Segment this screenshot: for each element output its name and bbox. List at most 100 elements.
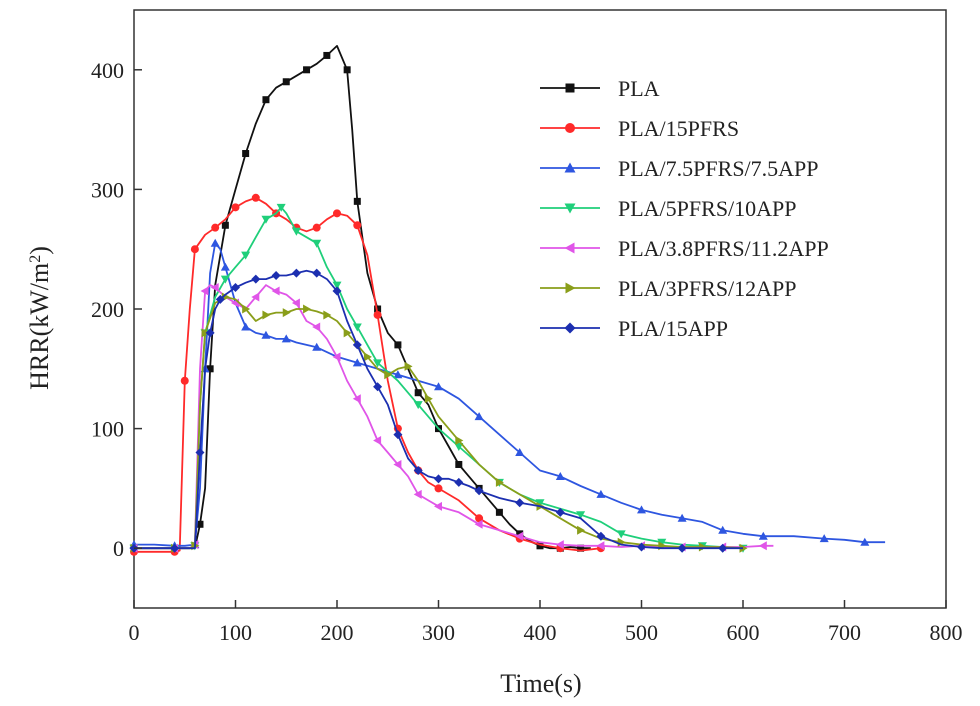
data-point — [474, 486, 484, 496]
data-point — [657, 538, 667, 547]
legend-label: PLA/15PFRS — [618, 116, 739, 141]
legend-item-4: PLA/5PFRS/10APP — [540, 196, 797, 221]
data-point — [819, 534, 829, 543]
data-point — [577, 544, 585, 552]
legend-marker — [564, 162, 576, 173]
y-tick-label: 0 — [113, 536, 124, 561]
data-point — [205, 328, 215, 338]
data-point — [413, 401, 423, 410]
data-point — [718, 543, 728, 553]
data-point — [637, 542, 646, 552]
x-tick-label: 0 — [129, 620, 140, 645]
data-point — [495, 508, 503, 516]
data-point — [373, 382, 383, 392]
data-point — [434, 382, 443, 391]
data-point — [200, 286, 209, 296]
data-point — [206, 365, 214, 373]
data-point — [332, 281, 342, 290]
data-point — [363, 352, 372, 362]
data-point — [312, 223, 321, 232]
data-point — [291, 227, 301, 236]
x-tick-label: 800 — [930, 620, 963, 645]
data-point — [384, 370, 393, 380]
data-point — [312, 322, 321, 332]
data-point — [677, 513, 687, 522]
data-point — [323, 310, 332, 320]
data-point — [180, 376, 189, 385]
x-tick-label: 700 — [828, 620, 861, 645]
x-tick-label: 300 — [422, 620, 455, 645]
data-point — [251, 292, 260, 302]
data-point — [394, 341, 402, 349]
data-point — [211, 223, 220, 232]
data-point — [303, 66, 311, 74]
data-point — [210, 238, 220, 247]
data-point — [282, 308, 291, 318]
data-point — [291, 268, 301, 278]
data-point — [434, 484, 443, 493]
legend-item-3: PLA/7.5PFRS/7.5APP — [540, 156, 819, 181]
legend-item-6: PLA/3PFRS/12APP — [540, 276, 797, 301]
legend-marker — [565, 123, 575, 133]
data-point — [241, 322, 251, 331]
data-point — [231, 203, 240, 212]
data-point — [332, 352, 341, 362]
series-line — [134, 206, 744, 550]
data-point — [242, 304, 251, 314]
data-point — [555, 507, 565, 517]
data-point — [220, 262, 230, 271]
data-point — [454, 443, 464, 452]
data-point — [251, 274, 261, 284]
data-point — [196, 520, 204, 528]
x-tick-label: 100 — [219, 620, 252, 645]
data-point — [434, 474, 443, 484]
data-point — [220, 275, 230, 284]
data-point — [536, 542, 544, 550]
legend-item-7: PLA/15APP — [540, 316, 728, 341]
data-point — [271, 271, 281, 281]
data-point — [303, 304, 312, 314]
data-point — [215, 294, 225, 304]
data-point — [231, 282, 240, 292]
data-point — [170, 543, 180, 553]
y-tick-label: 300 — [91, 177, 124, 202]
legend: PLA PLA/15PFRS PLA/7.5PFRS/7.5APP PLA/5PFRS… — [540, 76, 829, 341]
data-point — [413, 465, 423, 475]
data-point — [281, 334, 291, 343]
series-line — [134, 242, 886, 547]
data-point — [333, 209, 341, 218]
data-point — [596, 489, 606, 498]
data-point — [282, 78, 290, 86]
data-point — [276, 203, 286, 212]
y-axis-title-superscript: 2 — [27, 255, 44, 263]
x-tick-label: 500 — [625, 620, 658, 645]
legend-label: PLA/7.5PFRS/7.5APP — [618, 156, 819, 181]
data-point — [393, 370, 403, 379]
data-point — [271, 286, 280, 296]
plot-frame — [133, 9, 947, 609]
data-point — [373, 310, 382, 319]
series-line — [134, 45, 591, 550]
data-point — [353, 197, 361, 205]
axes: 0 100 200 300 400 500 600 700 800 0 100 200 300 400 — [91, 58, 963, 645]
data-point — [312, 342, 322, 351]
data-point — [455, 436, 464, 446]
data-point — [251, 193, 260, 202]
data-point — [393, 459, 402, 469]
data-point — [515, 531, 524, 541]
data-point — [221, 221, 229, 229]
x-axis-title: Time(s) — [500, 669, 581, 698]
data-point — [352, 358, 362, 367]
data-point — [262, 96, 270, 104]
data-point — [495, 477, 504, 487]
data-point — [352, 340, 362, 350]
data-point — [698, 542, 707, 552]
series-line — [134, 196, 602, 553]
data-point — [454, 477, 464, 487]
data-point — [374, 305, 382, 313]
x-tick-label: 200 — [321, 620, 354, 645]
data-point — [576, 511, 586, 520]
legend-item-5: PLA/3.8PFRS/11.2APP — [540, 236, 829, 261]
x-tick-label: 600 — [727, 620, 760, 645]
legend-label: PLA/3.8PFRS/11.2APP — [618, 236, 829, 261]
